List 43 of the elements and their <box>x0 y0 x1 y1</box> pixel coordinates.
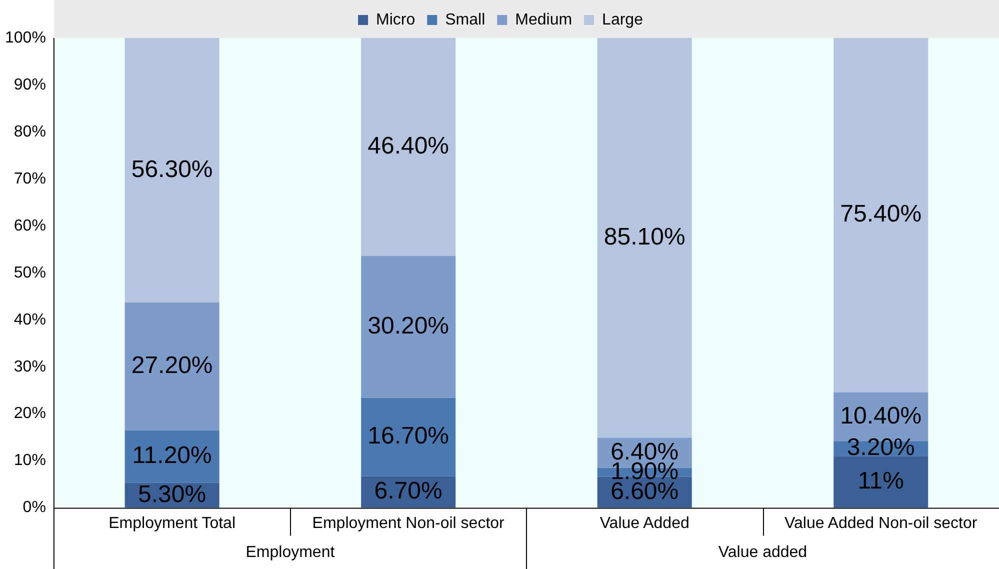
x-tick-label: Value Added <box>600 514 690 532</box>
bar <box>597 38 692 438</box>
text: Value added <box>718 544 808 562</box>
y-tick-label: 40% <box>14 311 46 328</box>
data-label: 11% <box>858 468 904 495</box>
bar <box>124 38 220 302</box>
data-label: 56.30% <box>131 156 213 183</box>
x-tick-label: Employment Non-oil sector <box>312 514 506 532</box>
y-tick-label: 30% <box>14 358 46 376</box>
data-label: 46.40% <box>368 132 450 160</box>
y-tick-label: 0% <box>22 499 46 516</box>
bar <box>124 302 220 430</box>
y-tick-label: 60% <box>14 217 46 234</box>
bar <box>361 398 456 476</box>
data-label: 85.10% <box>604 224 686 251</box>
data-label: 5.30% <box>138 480 206 508</box>
x-tick-label: Value Added Non-oil sector <box>784 514 978 532</box>
y-tick-label: 20% <box>14 405 46 422</box>
x-tick-label: Employment Total <box>108 514 236 532</box>
data-label: 11.20% <box>132 442 212 470</box>
legend-label: Micro <box>376 11 416 28</box>
text: Employment <box>246 544 336 562</box>
data-label: 6.70% <box>374 478 442 505</box>
y-tick-label: 70% <box>14 170 46 188</box>
bar <box>361 38 456 256</box>
legend-label: Medium <box>515 11 572 28</box>
y-tick-label: 10% <box>14 452 46 470</box>
y-tick-label: 50% <box>14 264 46 282</box>
bar <box>361 256 456 398</box>
bar <box>834 456 928 508</box>
y-tick-label: 80% <box>14 123 46 140</box>
y-tick-label: 90% <box>14 76 46 94</box>
bar <box>834 38 928 392</box>
data-label: 27.20% <box>131 352 213 380</box>
data-label: 30.20% <box>368 312 450 340</box>
bar <box>124 430 220 483</box>
data-label: 75.40% <box>840 200 922 228</box>
y-tick-label: 100% <box>5 29 46 46</box>
legend-label: Large <box>602 11 644 28</box>
data-label: 10.40% <box>840 402 922 430</box>
data-label: 3.20% <box>846 434 915 462</box>
data-label: 16.70% <box>368 422 450 450</box>
legend-label: Small <box>445 11 486 28</box>
